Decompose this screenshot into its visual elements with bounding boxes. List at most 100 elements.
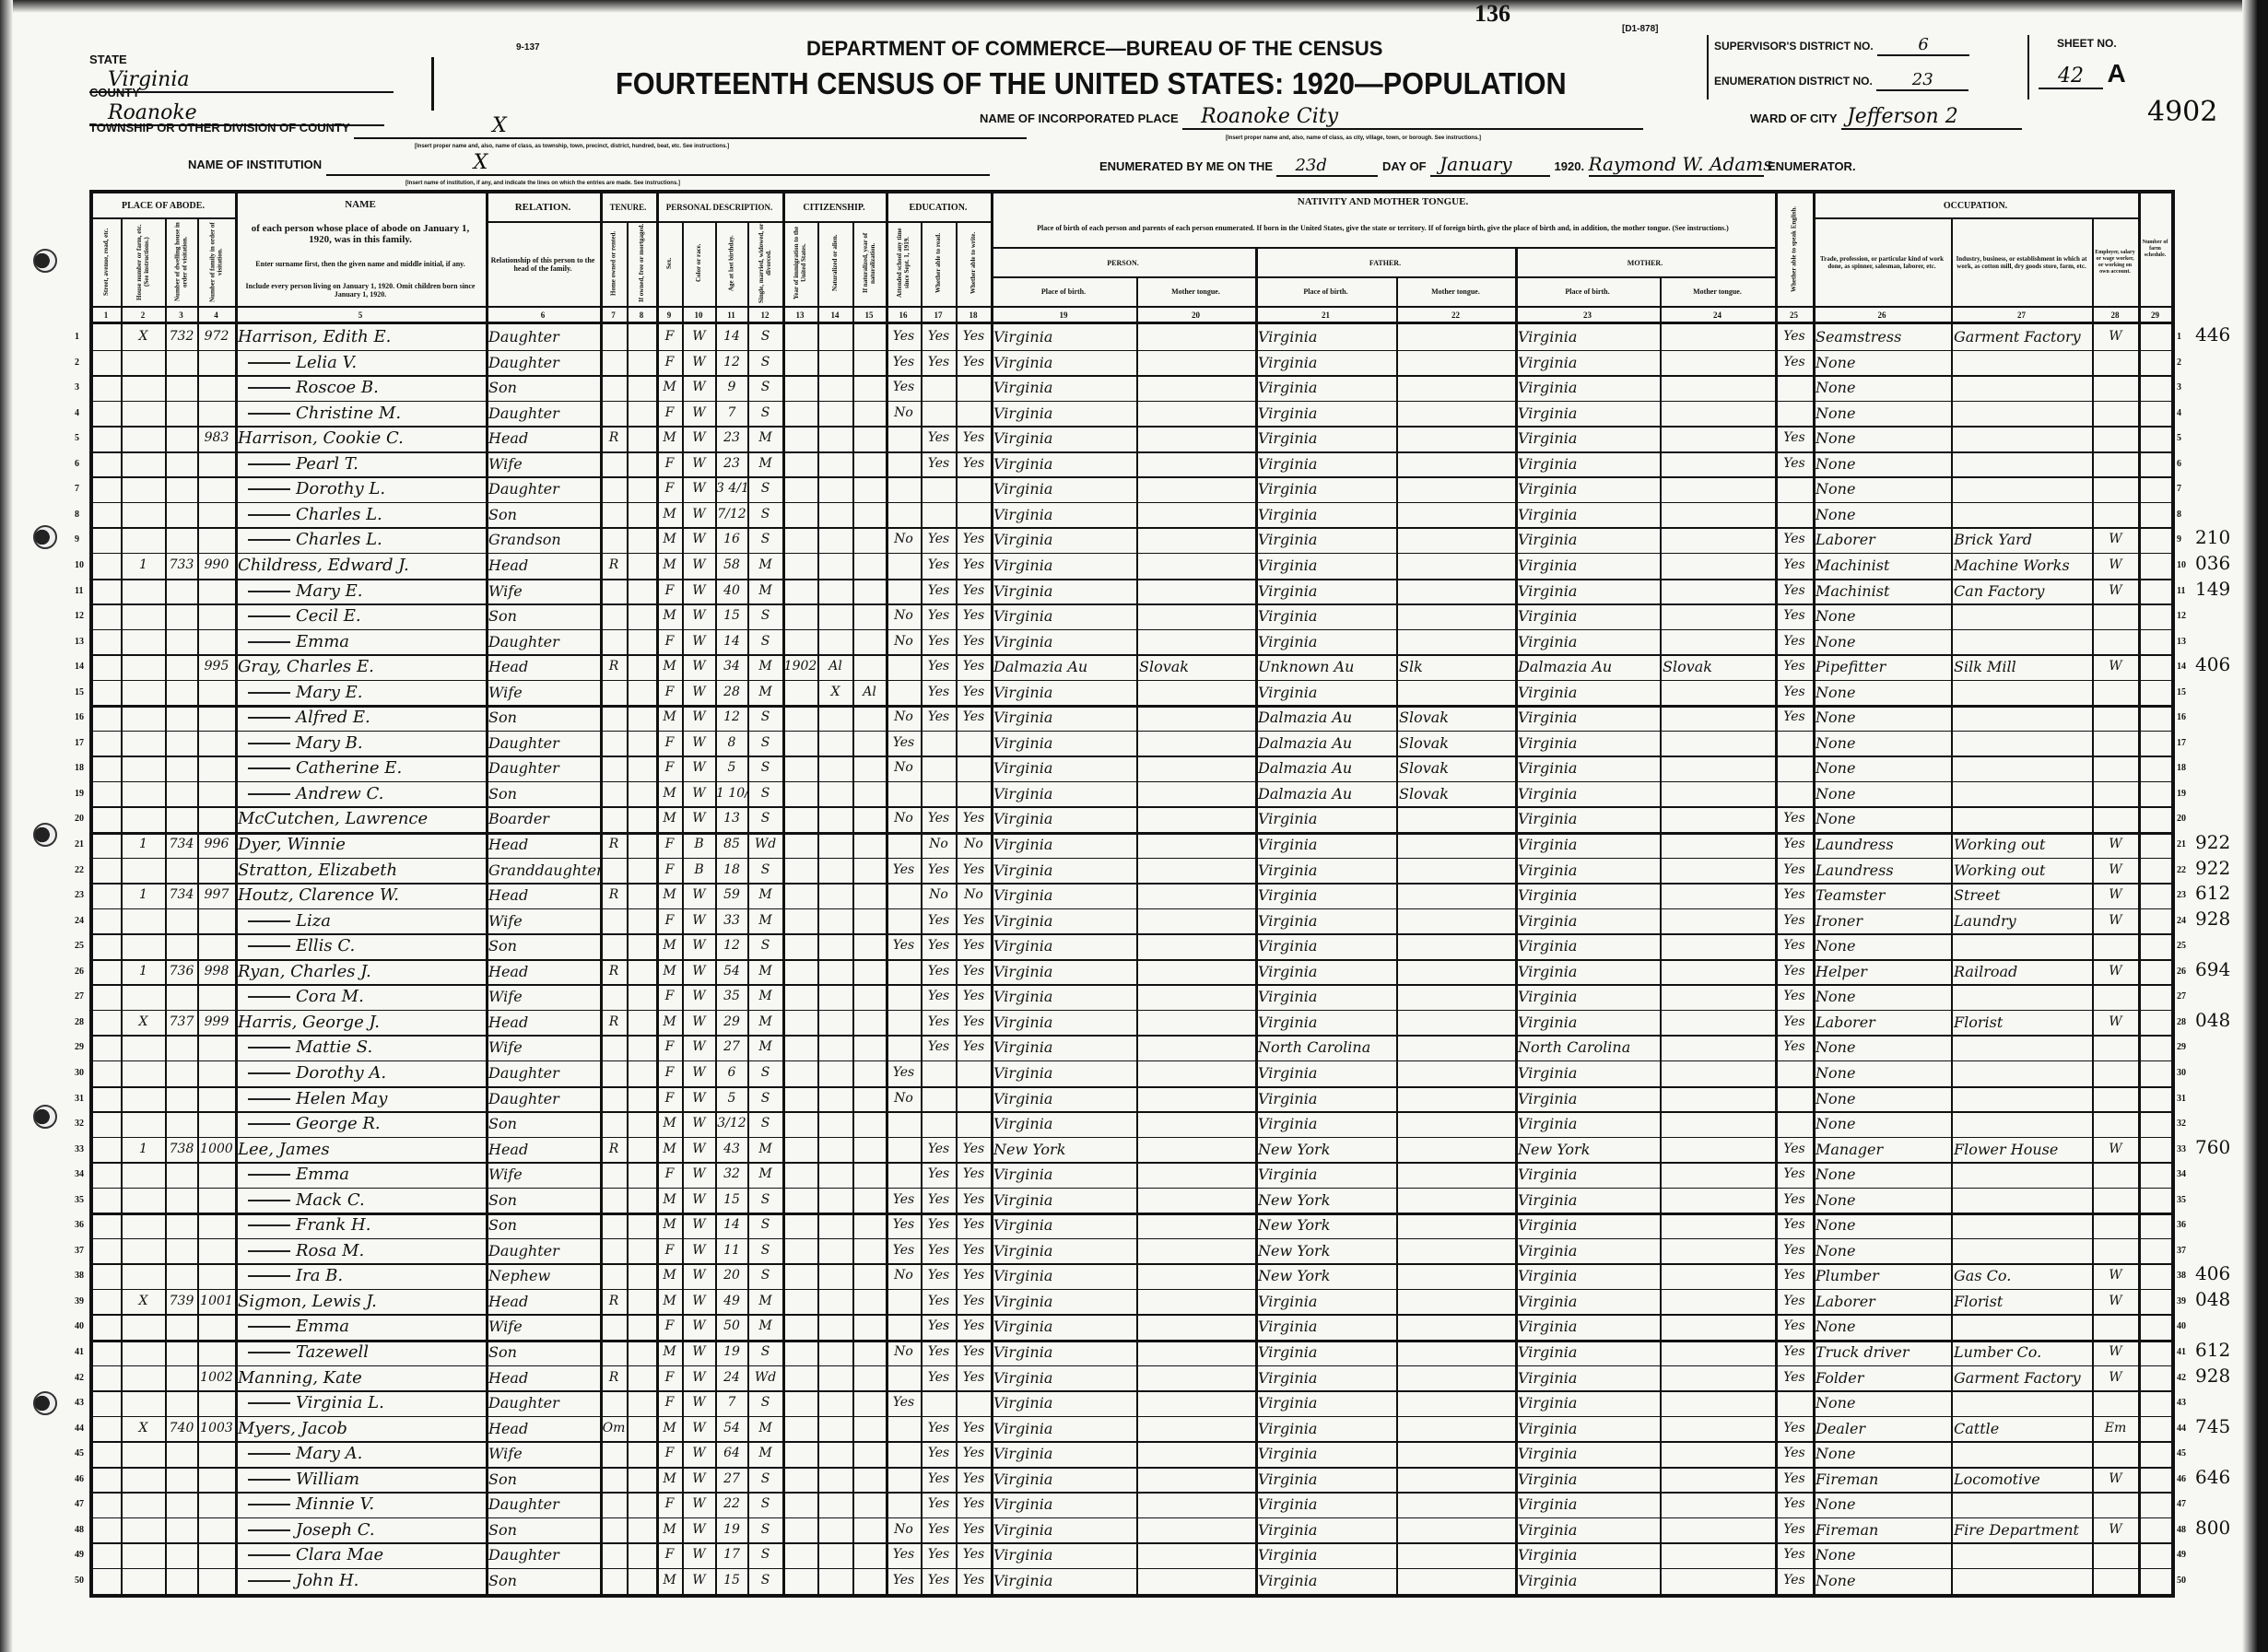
column-number-28: 28 — [2110, 310, 2120, 320]
row-divider — [91, 1314, 2172, 1316]
cell-col-12: S — [760, 1470, 770, 1486]
cell-col-7: R — [608, 1141, 619, 1156]
cell-col-23: Virginia — [1518, 556, 1578, 574]
table-border — [89, 1593, 2174, 1598]
cell-col-28: W — [2109, 1268, 2122, 1283]
incorporated-value: Roanoke City — [1182, 105, 1644, 130]
cell-col-10: W — [692, 1293, 706, 1308]
person-name: Lelia V. — [235, 350, 486, 376]
cell-col-3: 734 — [169, 887, 194, 903]
scan-edge — [0, 0, 13, 1652]
cell-col-25: Yes — [1783, 1470, 1805, 1486]
cell-col-17: Yes — [927, 938, 950, 954]
line-number: 36 — [75, 1220, 84, 1231]
cell-col-12: S — [760, 1572, 770, 1588]
cell-col-18: Yes — [962, 1166, 985, 1182]
cell-col-23: Virginia — [1518, 1368, 1578, 1387]
cell-col-28: W — [2109, 1521, 2122, 1537]
cell-col-26: Laborer — [1816, 1013, 1875, 1031]
cell-col-12: S — [760, 1395, 770, 1411]
person-name: William — [235, 1467, 486, 1493]
margin-note: 446 — [2195, 323, 2231, 346]
column-divider — [886, 190, 888, 1594]
cell-col-23: Virginia — [1518, 836, 1578, 853]
cell-col-19: Virginia — [993, 480, 1053, 498]
cell-col-11: 14 — [723, 633, 740, 649]
cell-col-6: Daughter — [488, 328, 559, 346]
person-name-text: Houtz, Clarence W. — [238, 885, 399, 906]
column-number-9: 9 — [666, 310, 672, 320]
cell-col-11: 85 — [723, 837, 740, 851]
cell-col-18: Yes — [962, 709, 985, 725]
cell-col-24: Slovak — [1663, 658, 1712, 676]
cell-col-11: 58 — [723, 557, 740, 572]
row-divider — [91, 1213, 2172, 1215]
cell-col-26: None — [1816, 683, 1856, 701]
cell-col-28: W — [2109, 1344, 2122, 1359]
township-value: X — [354, 114, 1028, 139]
cell-col-4: 1002 — [200, 1369, 233, 1385]
line-number: 18 — [2177, 763, 2186, 774]
cell-col-17: Yes — [927, 633, 950, 649]
cell-col-4: 1001 — [200, 1293, 233, 1308]
cell-col-12: M — [758, 582, 772, 598]
cell-col-26: None — [1816, 1190, 1856, 1209]
cell-col-16: No — [894, 532, 913, 547]
cell-col-21: Virginia — [1258, 1571, 1318, 1589]
enumeration-district-field: Enumeration District No. 23 — [1714, 70, 1969, 91]
enumeration-label: Enumeration District No. — [1714, 75, 1873, 88]
margin-note: 922 — [2195, 856, 2231, 879]
person-name: Tazewell — [235, 1340, 486, 1365]
person-name: Harrison, Cookie C. — [235, 426, 486, 451]
cell-col-21: New York — [1258, 1190, 1331, 1209]
same-surname-dash — [248, 1352, 290, 1353]
cell-col-9: M — [663, 811, 676, 826]
cell-col-2: 1 — [139, 1141, 147, 1156]
cell-col-16: Yes — [892, 1547, 915, 1563]
cell-col-23: Virginia — [1518, 911, 1578, 930]
line-number: 38 — [75, 1271, 84, 1282]
margin-note: 928 — [2195, 1364, 2231, 1387]
cell-col-7: R — [608, 963, 619, 978]
department-heading: DEPARTMENT OF COMMERCE—BUREAU OF THE CEN… — [806, 37, 1383, 60]
line-number: 10 — [75, 559, 84, 570]
cell-col-19: Virginia — [993, 1343, 1053, 1361]
person-name: McCutchen, Lawrence — [235, 806, 486, 832]
cell-col-17: Yes — [927, 557, 950, 572]
cell-col-11: 23 — [723, 455, 740, 471]
cell-col-23: Virginia — [1518, 632, 1578, 650]
cell-col-16: No — [894, 1090, 913, 1106]
cell-col-18: Yes — [962, 354, 985, 369]
cell-col-16: No — [894, 760, 913, 776]
cell-col-23: Virginia — [1518, 962, 1578, 980]
cell-col-9: M — [663, 532, 676, 547]
incorporated-label: Name of incorporated place — [980, 111, 1179, 125]
column-number-26: 26 — [1877, 310, 1886, 320]
bracket — [2027, 35, 2029, 100]
cell-col-23: Virginia — [1518, 810, 1578, 828]
cell-col-23: Virginia — [1518, 531, 1578, 549]
line-number: 42 — [75, 1372, 84, 1383]
line-number: 40 — [75, 1321, 84, 1332]
cell-col-12: S — [760, 532, 770, 547]
person-name-text: Harris, George J. — [238, 1012, 380, 1032]
cell-col-25: Yes — [1783, 1293, 1805, 1308]
person-name: Ira B. — [235, 1263, 486, 1289]
cell-col-18: Yes — [962, 989, 985, 1004]
cell-col-10: W — [692, 1420, 706, 1435]
line-number: 35 — [2177, 1194, 2186, 1205]
person-name: Myers, Jacob — [235, 1416, 486, 1442]
row-divider — [91, 349, 2172, 352]
cell-col-23: Virginia — [1518, 1343, 1578, 1361]
cell-col-19: Virginia — [993, 1038, 1053, 1057]
column-header-17: Whether able to read. — [934, 232, 942, 294]
cell-col-4: 983 — [204, 430, 229, 446]
sheet-field: 42 A — [2039, 59, 2126, 89]
cell-col-12: S — [760, 481, 770, 497]
row-divider — [91, 1390, 2172, 1392]
line-number: 28 — [75, 1016, 84, 1027]
person-name-text: Myers, Jacob — [238, 1418, 347, 1438]
cell-col-23: Virginia — [1518, 505, 1578, 523]
cell-col-11: 16 — [723, 532, 740, 547]
row-divider — [91, 1136, 2172, 1139]
